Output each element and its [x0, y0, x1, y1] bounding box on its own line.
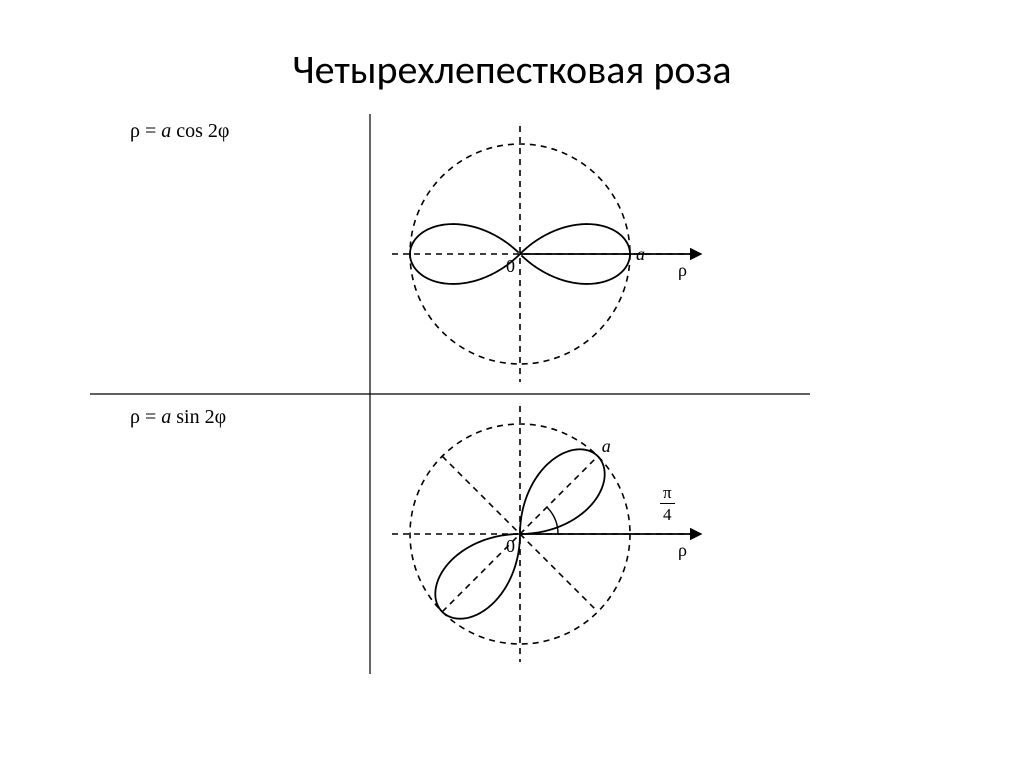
angle-pi-over-4: π4 [660, 484, 675, 523]
equation-cos: ρ = a cos 2φ [130, 120, 229, 143]
svg-text:ρ: ρ [678, 260, 687, 280]
svg-text:0: 0 [506, 256, 515, 276]
svg-text:a: a [636, 244, 645, 264]
svg-text:a: a [602, 436, 611, 456]
diagram-container: ρ = a cos 2φ ρ = a sin 2φ π4 0ρa0ρa [90, 114, 810, 674]
rose-diagram-svg: 0ρa0ρa [90, 114, 810, 674]
svg-text:ρ: ρ [678, 540, 687, 560]
equation-sin: ρ = a sin 2φ [130, 406, 226, 429]
page-title: Четырехлепестковая роза [0, 0, 1024, 114]
